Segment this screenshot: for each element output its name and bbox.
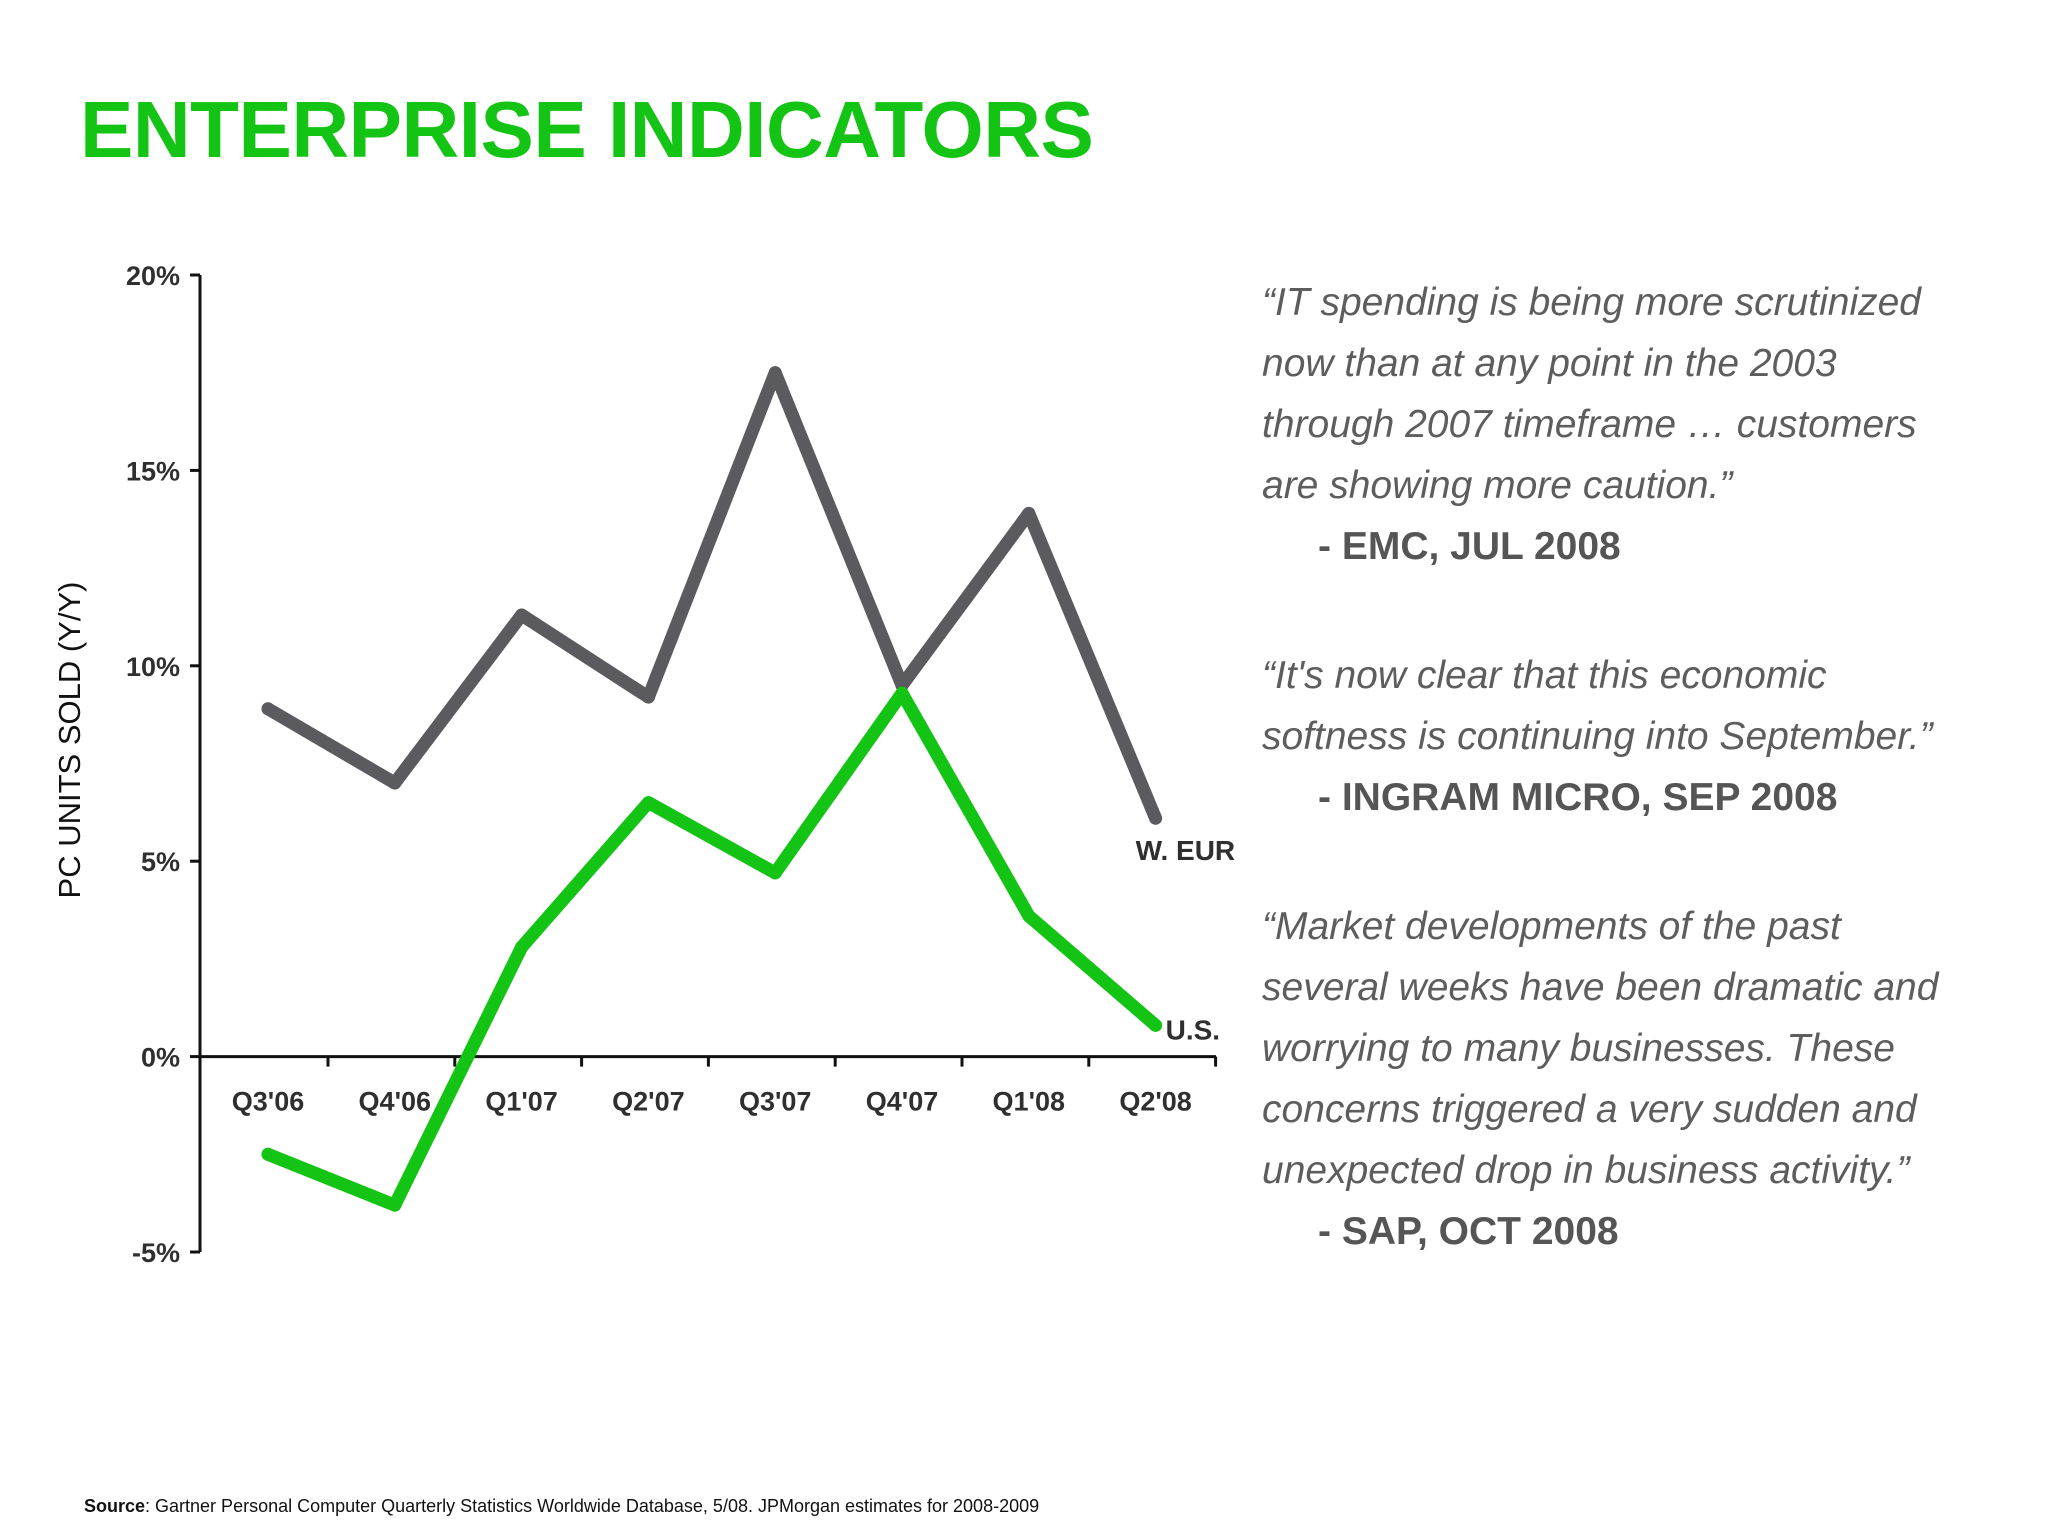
quote-text: “Market developments of the past several… bbox=[1262, 896, 2022, 1201]
x-tick-label: Q2'07 bbox=[612, 1087, 684, 1117]
series-line-u-s bbox=[261, 686, 1163, 1212]
x-tick-label: Q4'07 bbox=[866, 1087, 938, 1117]
y-tick-label: 15% bbox=[126, 456, 180, 486]
data-point-w-eur bbox=[768, 366, 782, 380]
quote-line: “It's now clear that this economic bbox=[1262, 654, 1827, 697]
x-tick-label: Q3'06 bbox=[232, 1087, 304, 1117]
x-tick-label: Q1'07 bbox=[485, 1087, 557, 1117]
data-point-u-s bbox=[768, 866, 782, 880]
x-tick-label: Q3'07 bbox=[739, 1087, 811, 1117]
source-text: : Gartner Personal Computer Quarterly St… bbox=[145, 1496, 1040, 1516]
quote-line: “IT spending is being more scrutinized bbox=[1262, 281, 1921, 324]
data-point-w-eur bbox=[388, 776, 402, 790]
x-tick-label: Q1'08 bbox=[993, 1087, 1065, 1117]
source-label: Source bbox=[84, 1496, 146, 1516]
data-point-u-s bbox=[895, 686, 909, 700]
chart-series: W. EUR U.S. bbox=[261, 366, 1236, 1212]
quote-line: unexpected drop in business activity.” bbox=[1262, 1149, 1910, 1192]
data-point-u-s bbox=[1022, 909, 1036, 923]
line-chart: PC UNITS SOLD (Y/Y) 20% 15% 10% 5% 0% -5% Q3'0… bbox=[52, 261, 1236, 1268]
series-label-u-s: U.S. bbox=[1166, 1014, 1220, 1045]
data-point-w-eur bbox=[515, 608, 529, 622]
source-note: Source: Gartner Personal Computer Quarte… bbox=[84, 1496, 1039, 1517]
quote-line: concerns triggered a very sudden and bbox=[1262, 1088, 1917, 1131]
y-tick-label: 10% bbox=[126, 652, 180, 682]
quote-line: worrying to many businesses. These bbox=[1262, 1027, 1895, 1070]
quote-line: “Market developments of the past bbox=[1262, 905, 1841, 948]
quote-text: “It's now clear that this economic softn… bbox=[1262, 645, 2022, 767]
y-axis-label: PC UNITS SOLD (Y/Y) bbox=[52, 582, 87, 899]
page-title: ENTERPRISE INDICATORS bbox=[80, 85, 1094, 174]
x-tick-label: Q2'08 bbox=[1119, 1087, 1191, 1117]
quote-sap: “Market developments of the past several… bbox=[1262, 896, 2022, 1262]
data-point-u-s bbox=[388, 1198, 402, 1212]
pc-units-chart: PC UNITS SOLD (Y/Y) 20% 15% 10% 5% 0% -5% Q3'0… bbox=[52, 261, 1236, 1268]
data-point-w-eur bbox=[261, 702, 275, 716]
quote-line: now than at any point in the 2003 bbox=[1262, 342, 1837, 385]
quote-line: are showing more caution.” bbox=[1262, 464, 1733, 507]
quote-line: several weeks have been dramatic and bbox=[1262, 966, 1939, 1009]
quote-attribution: - INGRAM MICRO, SEP 2008 bbox=[1318, 776, 1838, 819]
quote-line: through 2007 timeframe … customers bbox=[1262, 403, 1917, 446]
data-point-w-eur bbox=[1022, 506, 1036, 520]
data-point-u-s bbox=[1149, 1018, 1163, 1032]
data-point-w-eur bbox=[641, 690, 655, 704]
data-point-w-eur bbox=[1149, 811, 1163, 825]
quotes-panel: “IT spending is being more scrutinized n… bbox=[1262, 272, 2022, 1330]
quote-attribution: - EMC, JUL 2008 bbox=[1318, 525, 1621, 568]
quote-attribution: - SAP, OCT 2008 bbox=[1318, 1210, 1619, 1253]
y-tick-label: 5% bbox=[141, 847, 180, 877]
x-tick-label: Q4'06 bbox=[359, 1087, 431, 1117]
quote-text: “IT spending is being more scrutinized n… bbox=[1262, 272, 2022, 516]
series-line-w-eur bbox=[261, 366, 1163, 825]
y-tick-label: 0% bbox=[141, 1043, 180, 1073]
y-tick-label: 20% bbox=[126, 261, 180, 291]
data-point-u-s bbox=[641, 796, 655, 810]
quote-line: softness is continuing into September.” bbox=[1262, 715, 1933, 758]
y-tick-label: -5% bbox=[132, 1238, 180, 1268]
chart-axes: 20% 15% 10% 5% 0% -5% Q3'06 Q4'06 Q1'07 Q2'07 Q3'0… bbox=[126, 261, 1218, 1268]
data-point-u-s bbox=[515, 940, 529, 954]
series-label-w-eur: W. EUR bbox=[1136, 835, 1236, 866]
quote-emc: “IT spending is being more scrutinized n… bbox=[1262, 272, 2022, 577]
data-point-u-s bbox=[261, 1147, 275, 1161]
quote-ingram-micro: “It's now clear that this economic softn… bbox=[1262, 645, 2022, 828]
